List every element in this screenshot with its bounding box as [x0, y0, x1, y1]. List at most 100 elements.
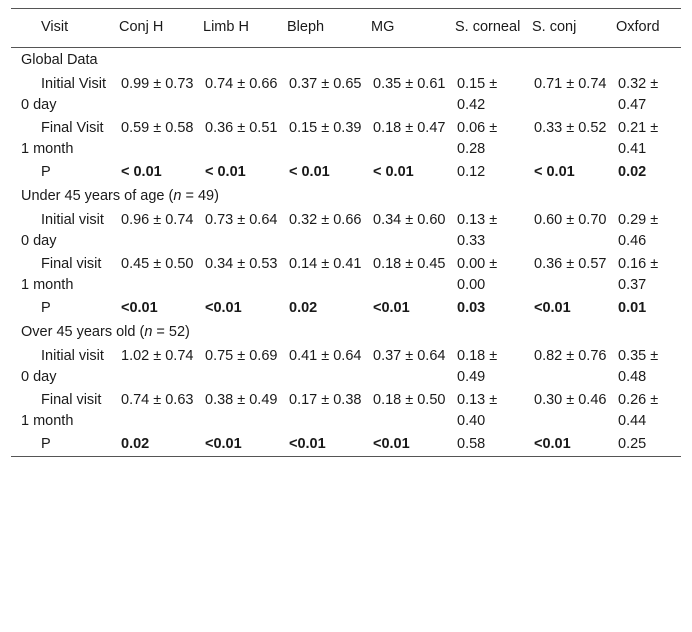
table-cell: 0.41 ± 0.64 [289, 348, 362, 364]
table-cell: 0.21 ± 0.41 [618, 120, 659, 157]
column-header-s-conj: S. conj [532, 19, 577, 35]
table-cell: 0.35 ± 0.48 [618, 348, 659, 385]
table-cell: 0.00 ± 0.00 [457, 256, 498, 293]
section-title-text: Under 45 years of age ( [21, 188, 174, 204]
table-row: Final Visit 1 month 0.59 ± 0.58 0.36 ± 0.5… [11, 117, 681, 161]
table-cell: 0.15 ± 0.42 [457, 76, 498, 113]
column-header-oxford: Oxford [616, 19, 660, 35]
table-cell: <0.01 [205, 300, 242, 316]
table-cell: 0.13 ± 0.33 [457, 212, 498, 249]
table-cell: 0.74 ± 0.66 [205, 76, 278, 92]
table-cell: 0.18 ± 0.47 [373, 120, 446, 136]
row-label: Initial visit 0 day [21, 212, 104, 249]
section-header-row: Under 45 years of age (n = 49) [11, 184, 681, 209]
table-cell: 0.17 ± 0.38 [289, 392, 362, 408]
section-title: Under 45 years of age (n = 49) [11, 184, 681, 209]
table-cell: 0.34 ± 0.53 [205, 256, 278, 272]
table-row: Initial visit 0 day 1.02 ± 0.74 0.75 ± 0.6… [11, 345, 681, 389]
section-n-symbol: n [173, 188, 182, 204]
section-n-symbol: n [144, 324, 153, 340]
row-label: P [41, 300, 51, 316]
row-label: Final visit 1 month [21, 392, 102, 429]
table-cell: 0.03 [457, 300, 486, 316]
table-row: P < 0.01 < 0.01 < 0.01 < 0.01 0.12 < 0.01 0.02 [11, 161, 681, 184]
table-row: Final visit 1 month 0.45 ± 0.50 0.34 ± 0.5… [11, 253, 681, 297]
table-cell: 0.82 ± 0.76 [534, 348, 607, 364]
table-cell: 0.32 ± 0.66 [289, 212, 362, 228]
table-cell: <0.01 [373, 436, 410, 452]
table-cell: 0.01 [618, 300, 647, 316]
row-label: Initial visit 0 day [21, 348, 104, 385]
section-title-text: Over 45 years old ( [21, 324, 145, 340]
table-cell: 0.02 [618, 164, 647, 180]
table-cell: <0.01 [534, 300, 571, 316]
row-label: Initial Visit 0 day [21, 76, 107, 113]
column-header-visit: Visit [41, 19, 69, 35]
table-cell: 0.37 ± 0.65 [289, 76, 362, 92]
table-cell: 0.35 ± 0.61 [373, 76, 446, 92]
table-cell: 0.58 [457, 436, 486, 452]
table-cell: 0.02 [121, 436, 150, 452]
table-cell: < 0.01 [205, 164, 246, 180]
table-header-row: Visit Conj H Limb H Bleph MG S. corneal S. con… [11, 8, 681, 48]
table-cell: 0.38 ± 0.49 [205, 392, 278, 408]
table-cell: 0.18 ± 0.50 [373, 392, 446, 408]
table-cell: <0.01 [205, 436, 242, 452]
table-cell: 0.74 ± 0.63 [121, 392, 194, 408]
table-cell: 0.02 [289, 300, 318, 316]
table-cell: < 0.01 [121, 164, 162, 180]
table-cell: 0.14 ± 0.41 [289, 256, 362, 272]
row-label: P [41, 164, 51, 180]
table-cell: 0.59 ± 0.58 [121, 120, 194, 136]
table-body: Global Data Initial Visit 0 day 0.99 ± 0.7… [11, 48, 681, 457]
table-cell: 0.99 ± 0.73 [121, 76, 194, 92]
table-cell: 0.33 ± 0.52 [534, 120, 607, 136]
section-n-count: = 52) [152, 324, 190, 340]
section-title: Global Data [11, 48, 681, 74]
table-cell: 0.45 ± 0.50 [121, 256, 194, 272]
table-cell: 0.30 ± 0.46 [534, 392, 607, 408]
table-cell: <0.01 [534, 436, 571, 452]
table-cell: 0.16 ± 0.37 [618, 256, 659, 293]
table-cell: <0.01 [289, 436, 326, 452]
section-n-count: = 49) [181, 188, 219, 204]
table-cell: 0.13 ± 0.40 [457, 392, 498, 429]
table-cell: 0.29 ± 0.46 [618, 212, 659, 249]
table-cell: 0.96 ± 0.74 [121, 212, 194, 228]
table-row: Initial visit 0 day 0.96 ± 0.74 0.73 ± 0.6… [11, 209, 681, 253]
row-label: Final Visit 1 month [21, 120, 104, 157]
section-header-row: Global Data [11, 48, 681, 74]
section-header-row: Over 45 years old (n = 52) [11, 320, 681, 345]
table-cell: 0.06 ± 0.28 [457, 120, 498, 157]
table-cell: 0.37 ± 0.64 [373, 348, 446, 364]
column-header-bleph: Bleph [287, 19, 325, 35]
results-table: Visit Conj H Limb H Bleph MG S. corneal S. con… [11, 8, 681, 457]
table-row: P <0.01 <0.01 0.02 <0.01 0.03 <0.01 0.01 [11, 297, 681, 320]
table-cell: <0.01 [121, 300, 158, 316]
row-label: Final visit 1 month [21, 256, 102, 293]
table-row: Initial Visit 0 day 0.99 ± 0.73 0.74 ± 0.6… [11, 73, 681, 117]
section-title-text: Global Data [21, 52, 98, 68]
section-title: Over 45 years old (n = 52) [11, 320, 681, 345]
table-cell: 0.60 ± 0.70 [534, 212, 607, 228]
results-table-container: Visit Conj H Limb H Bleph MG S. corneal S. con… [11, 8, 681, 457]
column-header-conj-h: Conj H [119, 19, 164, 35]
column-header-limb-h: Limb H [203, 19, 249, 35]
table-cell: 0.12 [457, 164, 486, 180]
row-label: P [41, 436, 51, 452]
table-cell: < 0.01 [373, 164, 414, 180]
table-cell: 0.15 ± 0.39 [289, 120, 362, 136]
table-cell: 0.36 ± 0.51 [205, 120, 278, 136]
table-cell: 0.73 ± 0.64 [205, 212, 278, 228]
table-cell: < 0.01 [534, 164, 575, 180]
table-cell: 0.25 [618, 436, 647, 452]
table-cell: 0.18 ± 0.49 [457, 348, 498, 385]
table-cell: 0.18 ± 0.45 [373, 256, 446, 272]
table-cell: 0.75 ± 0.69 [205, 348, 278, 364]
table-cell: 0.36 ± 0.57 [534, 256, 607, 272]
table-row: P 0.02 <0.01 <0.01 <0.01 0.58 <0.01 0.25 [11, 433, 681, 457]
table-cell: 1.02 ± 0.74 [121, 348, 194, 364]
table-cell: 0.71 ± 0.74 [534, 76, 607, 92]
table-cell: <0.01 [373, 300, 410, 316]
table-cell: 0.26 ± 0.44 [618, 392, 659, 429]
